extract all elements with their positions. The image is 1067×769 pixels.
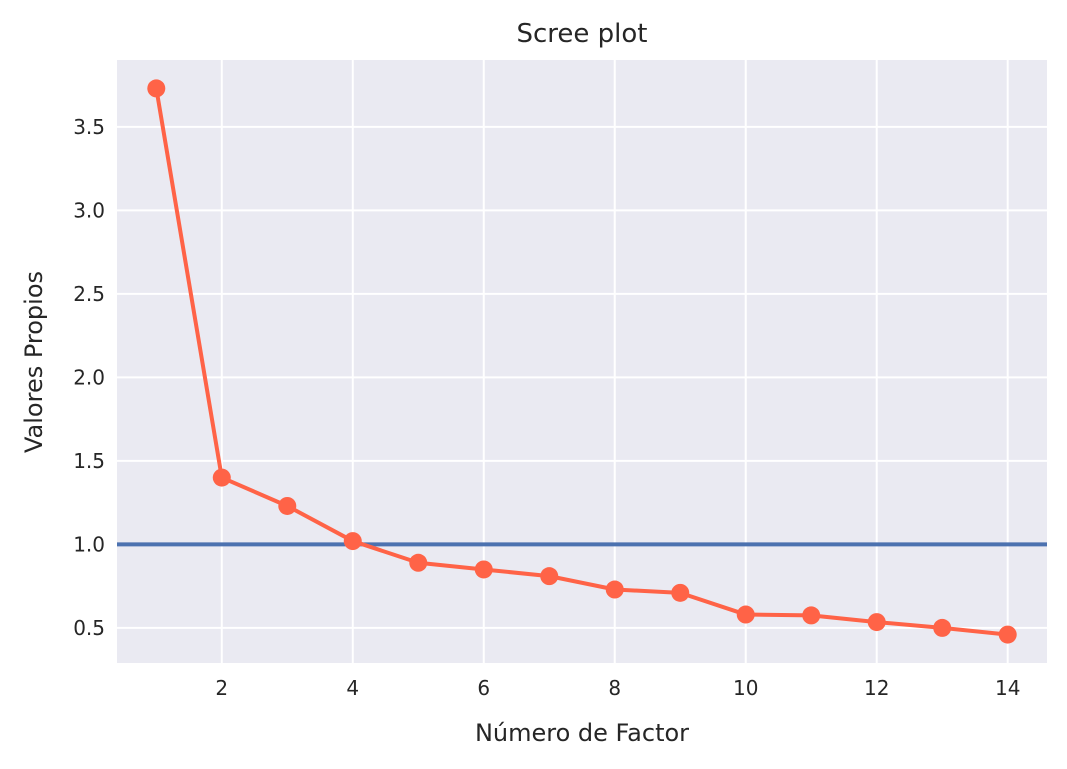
x-tick-label: 2 [215, 676, 228, 700]
y-tick-label: 1.5 [73, 449, 105, 473]
x-tick-label: 8 [608, 676, 621, 700]
x-tick-label: 12 [864, 676, 889, 700]
y-tick-label: 0.5 [73, 616, 105, 640]
y-tick-label: 2.0 [73, 365, 105, 389]
y-tick-label: 3.5 [73, 115, 105, 139]
x-tick-label: 4 [346, 676, 359, 700]
x-tick-labels: 2 4 6 8 10 12 14 [215, 676, 1020, 700]
data-point [998, 625, 1017, 644]
y-tick-label: 1.0 [73, 532, 105, 556]
series-group [147, 79, 1017, 644]
data-point [736, 605, 755, 624]
plot-area [117, 60, 1047, 663]
data-point [474, 560, 493, 579]
data-point [147, 79, 166, 98]
data-point [802, 606, 821, 625]
data-point [343, 532, 362, 551]
chart-title: Scree plot [516, 19, 647, 49]
data-point [671, 583, 690, 602]
x-tick-label: 10 [733, 676, 758, 700]
data-point [540, 567, 559, 586]
data-point [212, 468, 231, 487]
x-tick-label: 14 [995, 676, 1020, 700]
data-point [867, 613, 886, 632]
series-line [154, 88, 1008, 637]
y-axis-label: Valores Propios [20, 271, 48, 453]
y-tick-label: 2.5 [73, 282, 105, 306]
x-tick-label: 6 [477, 676, 490, 700]
y-tick-label: 3.0 [73, 198, 105, 222]
data-point [605, 580, 624, 599]
x-gridlines [220, 60, 1009, 663]
y-tick-labels: 0.5 1.0 1.5 2.0 2.5 3.0 3.5 [73, 115, 105, 640]
data-point [933, 618, 952, 637]
data-point [278, 496, 297, 515]
data-point [409, 553, 428, 572]
x-axis-label: Número de Factor [475, 719, 689, 747]
